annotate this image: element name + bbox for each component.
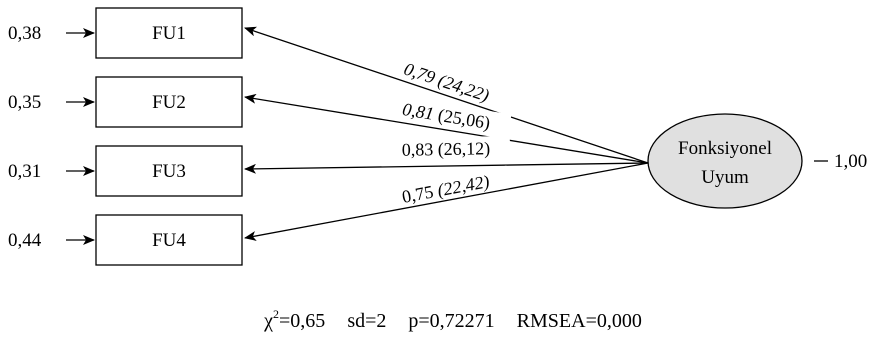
label-bg bbox=[381, 135, 511, 161]
indicator-box-fu1 bbox=[95, 7, 243, 59]
error-value-fu1: 0,38 bbox=[8, 23, 41, 44]
indicator-box-fu4 bbox=[95, 214, 243, 266]
loading-paths bbox=[244, 26, 649, 241]
loading-label-fu3: 0,83 (26,12) bbox=[381, 135, 511, 161]
latent-label-line2: Uyum bbox=[701, 167, 749, 188]
chi-square-superscript: 2 bbox=[273, 307, 279, 321]
indicator-label-fu1: FU1 bbox=[152, 23, 186, 44]
error-value-fu4: 0,44 bbox=[8, 230, 42, 251]
loading-path-fu2 bbox=[244, 93, 649, 164]
error-arrows bbox=[66, 28, 95, 245]
latent-label-line1: Fonksiyonel bbox=[678, 138, 772, 159]
loading-value-fu3: 0,83 bbox=[402, 139, 434, 159]
label-bg bbox=[382, 50, 512, 112]
chi-square-symbol: χ bbox=[263, 310, 273, 332]
indicator-label-fu4: FU4 bbox=[152, 230, 186, 251]
label-bg bbox=[381, 93, 512, 137]
loading-text-fu3: 0,83 (26,12) bbox=[402, 138, 491, 160]
rmsea-value: RMSEA=0,000 bbox=[517, 310, 642, 332]
loading-value-fu1: 0,79 bbox=[401, 59, 437, 88]
error-value-fu3: 0,31 bbox=[8, 161, 41, 182]
loading-path-fu4 bbox=[244, 162, 649, 241]
fit-statistics: χ2=0,65 sd=2 p=0,72271 RMSEA=0,000 bbox=[263, 307, 642, 332]
latent-variance-value: 1,00 bbox=[834, 151, 867, 172]
loading-text-fu4: 0,75 (22,42) bbox=[400, 171, 491, 208]
t-value-fu3: (26,12) bbox=[438, 138, 491, 160]
loading-path-fu1 bbox=[244, 26, 649, 164]
indicator-box-fu3 bbox=[95, 145, 243, 197]
loading-value-fu2: 0,81 bbox=[401, 99, 435, 124]
indicator-label-fu2: FU2 bbox=[152, 92, 186, 113]
indicator-label-fu3: FU3 bbox=[152, 161, 186, 182]
indicator-boxes bbox=[95, 7, 243, 266]
loading-path-fu3 bbox=[244, 162, 649, 174]
loading-label-fu4: 0,75 (22,42) bbox=[380, 165, 511, 211]
latent-ellipse bbox=[647, 113, 803, 209]
error-value-fu2: 0,35 bbox=[8, 92, 41, 113]
sd-value: sd=2 bbox=[347, 310, 386, 332]
label-bg bbox=[380, 165, 511, 211]
chi-square-value: =0,65 bbox=[279, 310, 325, 332]
indicator-box-fu2 bbox=[95, 76, 243, 128]
p-value: p=0,72271 bbox=[408, 310, 494, 332]
